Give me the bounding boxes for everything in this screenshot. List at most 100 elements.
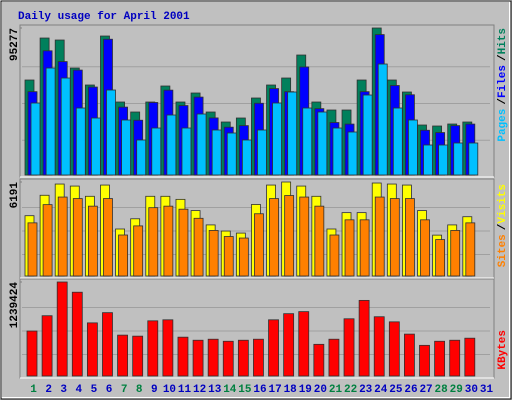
- bar: [373, 316, 385, 377]
- legend: KBytes: [497, 330, 509, 370]
- bar: [121, 119, 131, 176]
- bar: [72, 198, 83, 277]
- bar: [253, 338, 264, 377]
- bar: [181, 127, 192, 176]
- bar: [117, 334, 128, 377]
- x-tick-label: 8: [136, 384, 143, 396]
- legend-label: Pages: [497, 109, 509, 142]
- bar: [358, 299, 370, 377]
- x-tick-label: 10: [163, 384, 176, 396]
- x-tick-label: 19: [299, 384, 312, 396]
- bar: [30, 102, 41, 176]
- x-tick-label: 28: [435, 384, 449, 396]
- bar: [408, 119, 418, 176]
- bar: [86, 322, 98, 377]
- bar: [313, 343, 325, 377]
- x-tick-label: 31: [480, 384, 494, 396]
- x-tick-label: 23: [359, 384, 373, 396]
- bar: [317, 111, 328, 176]
- bar: [329, 234, 340, 277]
- x-tick-label: 25: [389, 384, 403, 396]
- bar: [449, 339, 461, 377]
- x-tick-label: 14: [223, 384, 237, 396]
- x-tick-label: 20: [314, 384, 327, 396]
- y-tick-label: 1239424: [9, 282, 21, 329]
- x-tick-label: 7: [121, 384, 128, 396]
- bar: [450, 230, 461, 277]
- bar: [423, 144, 433, 176]
- bar: [162, 319, 174, 377]
- bar: [71, 291, 83, 377]
- legend-separator: /: [497, 54, 509, 61]
- bar: [344, 219, 355, 277]
- x-tick-label: 26: [404, 384, 417, 396]
- y-tick-label: 95277: [9, 28, 21, 61]
- bar: [374, 196, 385, 277]
- bar: [453, 142, 464, 176]
- legend-label: Hits: [497, 28, 509, 54]
- legend-label: KBytes: [497, 330, 509, 370]
- bar: [302, 107, 313, 176]
- x-tick-label: 13: [208, 384, 222, 396]
- bar: [269, 198, 279, 277]
- bar: [287, 91, 298, 176]
- x-tick-label: 15: [238, 384, 252, 396]
- bar: [237, 339, 249, 377]
- x-tick-label: 5: [91, 384, 98, 396]
- bar: [362, 94, 373, 176]
- legend-separator: /: [497, 98, 509, 105]
- bar: [27, 222, 38, 277]
- x-tick-label: 12: [193, 384, 206, 396]
- bar: [133, 225, 144, 277]
- bar: [468, 142, 479, 176]
- bar: [208, 230, 219, 277]
- bar: [404, 333, 415, 377]
- bar: [90, 117, 101, 176]
- bar: [226, 132, 237, 176]
- bar: [359, 219, 370, 277]
- bar: [283, 313, 295, 377]
- bar: [241, 139, 252, 176]
- bar: [163, 205, 174, 277]
- x-tick-label: 29: [450, 384, 463, 396]
- bar: [56, 281, 68, 377]
- bar: [57, 196, 68, 277]
- x-tick-label: 6: [106, 384, 113, 396]
- bar: [26, 330, 38, 377]
- bar: [377, 63, 388, 176]
- bar: [435, 239, 446, 277]
- bar: [284, 195, 295, 277]
- x-tick-label: 30: [465, 384, 478, 396]
- bar: [102, 312, 113, 377]
- bar: [42, 204, 53, 277]
- x-tick-label: 11: [178, 384, 192, 396]
- bar: [211, 129, 222, 176]
- x-tick-label: 9: [151, 384, 158, 396]
- bar: [193, 217, 204, 277]
- bar: [389, 198, 400, 277]
- bar: [41, 315, 53, 377]
- bar: [314, 205, 325, 277]
- bar: [106, 89, 116, 176]
- bar: [118, 234, 128, 277]
- x-tick-label: 21: [329, 384, 343, 396]
- bar: [257, 129, 267, 176]
- x-tick-label: 17: [268, 384, 281, 396]
- bar: [132, 335, 144, 377]
- x-tick-label: 18: [284, 384, 298, 396]
- bar: [222, 340, 234, 377]
- bar: [299, 196, 310, 277]
- x-tick-label: 22: [344, 384, 357, 396]
- bar: [392, 107, 403, 176]
- bar: [238, 237, 249, 277]
- bar: [298, 311, 310, 377]
- bar: [268, 319, 279, 377]
- bar: [405, 198, 415, 277]
- bar: [177, 336, 189, 377]
- x-tick-label: 1: [30, 384, 37, 396]
- bar: [388, 321, 400, 377]
- legend-label: Sites: [497, 234, 509, 267]
- bar: [464, 337, 476, 377]
